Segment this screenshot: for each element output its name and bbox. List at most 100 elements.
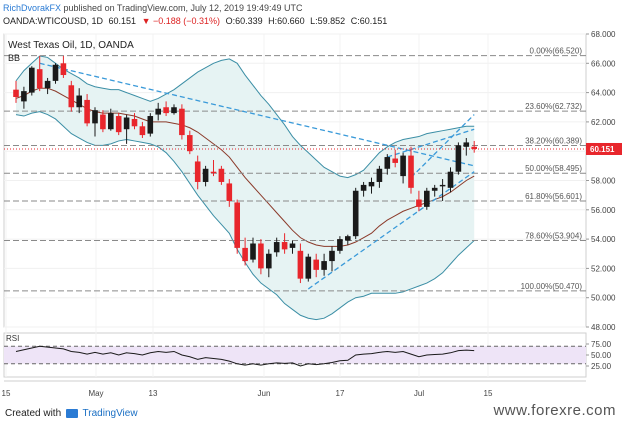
candle-up bbox=[92, 110, 98, 124]
fibonacci-level-label: 0.00%(66.520) bbox=[530, 47, 583, 56]
time-tick-label: Jul bbox=[414, 389, 424, 398]
current-price-label: 60.151 bbox=[590, 145, 615, 154]
rsi-tick-label: 75.00 bbox=[591, 340, 612, 349]
candle-up bbox=[424, 190, 430, 207]
candle-up bbox=[368, 181, 375, 187]
current-price-tag bbox=[586, 142, 622, 155]
candle-up bbox=[376, 168, 383, 182]
candle-down bbox=[218, 168, 225, 182]
tradingview-link[interactable]: TradingView bbox=[82, 408, 138, 419]
rsi-band-fill bbox=[4, 346, 586, 364]
price-tick-label: 52.000 bbox=[591, 264, 616, 273]
candle-up bbox=[202, 168, 209, 182]
candle-up bbox=[305, 256, 312, 279]
trendline bbox=[410, 114, 475, 179]
candle-down bbox=[60, 63, 67, 76]
symbol-name: OANDA:WTICOUSD, 1D bbox=[3, 16, 104, 26]
candle-down bbox=[139, 126, 146, 136]
fibonacci-level-label: 61.80%(56.601) bbox=[525, 192, 582, 201]
candle-down bbox=[471, 146, 477, 150]
candle-down bbox=[258, 243, 264, 269]
candle-up bbox=[171, 107, 177, 114]
time-tick-label: 13 bbox=[149, 389, 158, 398]
rsi-tick-label: 25.00 bbox=[591, 362, 612, 371]
bb-indicator-label[interactable]: BB bbox=[8, 53, 21, 63]
candle-up bbox=[439, 184, 446, 187]
candle-up bbox=[76, 95, 82, 108]
site-watermark: www.forexre.com bbox=[493, 402, 616, 419]
candle-up bbox=[447, 171, 454, 188]
panel-title: West Texas Oil, 1D, OANDA bbox=[8, 40, 134, 51]
time-tick-label: 17 bbox=[336, 389, 345, 398]
price-tick-label: 64.000 bbox=[591, 89, 616, 98]
candle-down bbox=[163, 107, 169, 114]
created-with: Created with TradingView bbox=[5, 408, 138, 419]
candle-up bbox=[155, 108, 161, 115]
close-value: C:60.151 bbox=[350, 16, 388, 26]
publish-info: published on TradingView.com, July 12, 2… bbox=[63, 3, 303, 13]
candle-up bbox=[384, 157, 391, 169]
candle-down bbox=[115, 116, 122, 133]
price-change: ▼ −0.188 (−0.31%) bbox=[141, 16, 221, 26]
candle-up bbox=[289, 243, 296, 248]
candle-down bbox=[242, 247, 248, 262]
candle-up bbox=[360, 184, 367, 191]
trendline bbox=[387, 128, 475, 158]
time-tick-label: Jun bbox=[258, 389, 271, 398]
candle-down bbox=[416, 199, 422, 207]
trendline bbox=[39, 62, 475, 167]
time-tick-label: May bbox=[88, 389, 103, 398]
candle-up bbox=[273, 242, 280, 253]
candle-up bbox=[250, 243, 256, 260]
candle-up bbox=[52, 64, 59, 81]
fibonacci-level-label: 38.20%(60.389) bbox=[525, 137, 582, 146]
candle-down bbox=[100, 114, 106, 130]
candle-down bbox=[226, 183, 233, 202]
trendline bbox=[307, 171, 475, 290]
candle-down bbox=[194, 161, 201, 182]
candle-up bbox=[352, 190, 359, 237]
symbol-line: OANDA:WTICOUSD, 1D 60.151 ▼ −0.188 (−0.3… bbox=[0, 14, 624, 28]
price-tick-label: 66.000 bbox=[591, 59, 616, 68]
candle-up bbox=[123, 117, 130, 130]
candle-down bbox=[210, 171, 217, 174]
candle-up bbox=[266, 253, 272, 269]
candle-down bbox=[68, 85, 75, 108]
high-value: H:60.660 bbox=[268, 16, 305, 26]
open-value: O:60.339 bbox=[225, 16, 263, 26]
candle-down bbox=[84, 99, 90, 124]
candle-up bbox=[463, 142, 470, 147]
candle-up bbox=[21, 91, 27, 102]
candle-up bbox=[108, 113, 114, 130]
time-tick-label: 15 bbox=[484, 389, 493, 398]
fibonacci-level-label: 23.60%(62.732) bbox=[525, 102, 582, 111]
price-tick-label: 62.000 bbox=[591, 118, 616, 127]
candle-up bbox=[147, 116, 154, 134]
candle-up bbox=[44, 80, 51, 89]
rsi-indicator-label[interactable]: RSI bbox=[6, 334, 20, 343]
author-link[interactable]: RichDvorakFX bbox=[3, 3, 62, 13]
fibonacci-level-label: 50.00%(58.495) bbox=[525, 164, 582, 173]
price-tick-label: 50.000 bbox=[591, 294, 616, 303]
price-tick-label: 68.000 bbox=[591, 30, 616, 39]
rsi-tick-label: 50.00 bbox=[591, 351, 612, 360]
candle-up bbox=[455, 145, 462, 172]
candle-down bbox=[187, 135, 193, 152]
tradingview-logo-icon bbox=[65, 408, 78, 418]
price-tick-label: 58.000 bbox=[591, 177, 616, 186]
candle-down bbox=[297, 250, 304, 279]
candle-down bbox=[313, 259, 319, 270]
candle-down bbox=[234, 202, 240, 248]
bollinger-band-fill bbox=[16, 55, 475, 320]
price-tick-label: 48.000 bbox=[591, 323, 616, 332]
candle-up bbox=[345, 236, 351, 241]
price-tick-label: 56.000 bbox=[591, 206, 616, 215]
candle-down bbox=[179, 108, 185, 136]
candle-down bbox=[281, 242, 288, 250]
candle-down bbox=[131, 118, 138, 127]
candle-up bbox=[431, 187, 438, 191]
candle-up bbox=[337, 239, 343, 251]
bollinger-upper-band bbox=[15, 55, 475, 179]
created-with-text: Created with bbox=[5, 408, 62, 419]
